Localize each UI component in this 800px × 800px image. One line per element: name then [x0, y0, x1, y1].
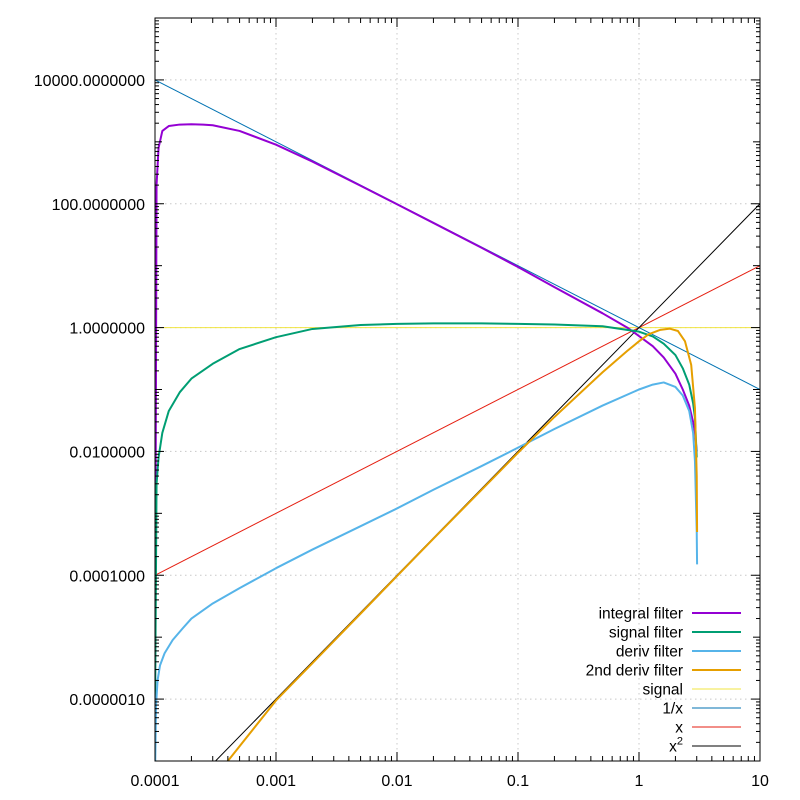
x-tick-label: 0.001	[256, 773, 296, 790]
series-layer	[155, 79, 760, 761]
legend-label: signal	[643, 682, 684, 699]
x-tick-label: 1	[635, 773, 644, 790]
y-tick-label: 1.0000000	[69, 321, 145, 338]
x-tick-label: 0.0001	[131, 773, 180, 790]
y-tick-label: 10000.0000000	[34, 73, 145, 90]
x-tick-label: 0.1	[507, 773, 529, 790]
series-line-x	[155, 265, 760, 576]
series-line-integral-filter	[155, 123, 698, 700]
legend-label: integral filter	[599, 606, 683, 623]
tick-labels: 0.0001 0.001 0.01 0.1 1 10 0.0000010 0.0001000 0…	[34, 73, 769, 790]
legend-label: x	[675, 720, 683, 737]
x-tick-label: 0.01	[381, 773, 412, 790]
legend: integral filter signal filter deriv filter…	[586, 606, 741, 756]
legend-label-superscript: 2	[677, 736, 683, 748]
y-tick-label: 0.0001000	[69, 568, 145, 585]
legend-label: 2nd deriv filter	[586, 663, 683, 680]
series-line-signal-filter	[155, 322, 698, 718]
legend-label: 1/x	[662, 701, 683, 718]
y-tick-label: 0.0100000	[69, 444, 145, 461]
plot-frame	[154, 17, 761, 762]
y-tick-label: 100.0000000	[52, 197, 146, 214]
series-line-2nd-deriv-filter	[227, 327, 699, 761]
y-tick-label: 0.0000010	[69, 692, 145, 709]
x-tick-label: 10	[751, 773, 769, 790]
legend-label: deriv filter	[616, 644, 683, 661]
legend-label: signal filter	[609, 625, 683, 642]
series-line-deriv-filter	[155, 381, 699, 761]
